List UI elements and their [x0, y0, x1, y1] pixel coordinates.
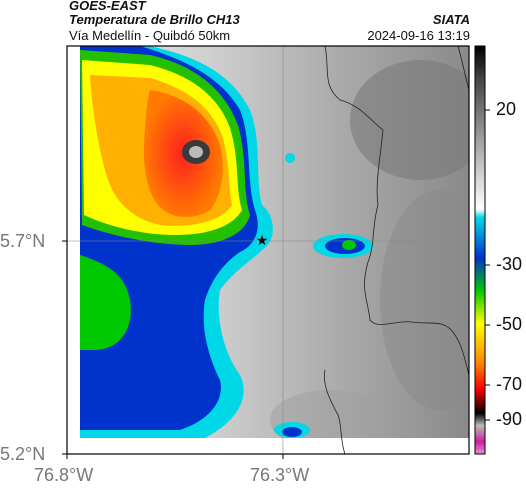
- colorbar-tick: 20: [496, 99, 517, 119]
- satellite-title: GOES-EAST: [69, 0, 146, 13]
- product-title: Temperatura de Brillo CH13: [69, 12, 240, 27]
- region-subtitle: Vía Medellín - Quibdó 50km: [69, 28, 231, 43]
- boundary-lines: [323, 45, 470, 455]
- colorbar-tick: -70: [496, 374, 523, 394]
- imagery-layer: [67, 46, 469, 454]
- lat-tick: 5.2°N: [0, 444, 46, 464]
- colorbar-tick: -50: [496, 314, 523, 334]
- colorbar-tick: -90: [496, 409, 523, 429]
- plot-frame: [66, 45, 470, 455]
- lon-tick: 76.3°W: [250, 465, 310, 485]
- colorbar: [474, 45, 486, 455]
- lat-tick: 5.7°N: [0, 231, 46, 251]
- star-icon[interactable]: ★: [256, 232, 269, 248]
- organization-label: SIATA: [432, 12, 470, 27]
- colorbar-tick: -30: [496, 254, 523, 274]
- datetime-label: 2024-09-16 13:19: [367, 28, 470, 43]
- lon-tick: 76.8°W: [34, 465, 94, 485]
